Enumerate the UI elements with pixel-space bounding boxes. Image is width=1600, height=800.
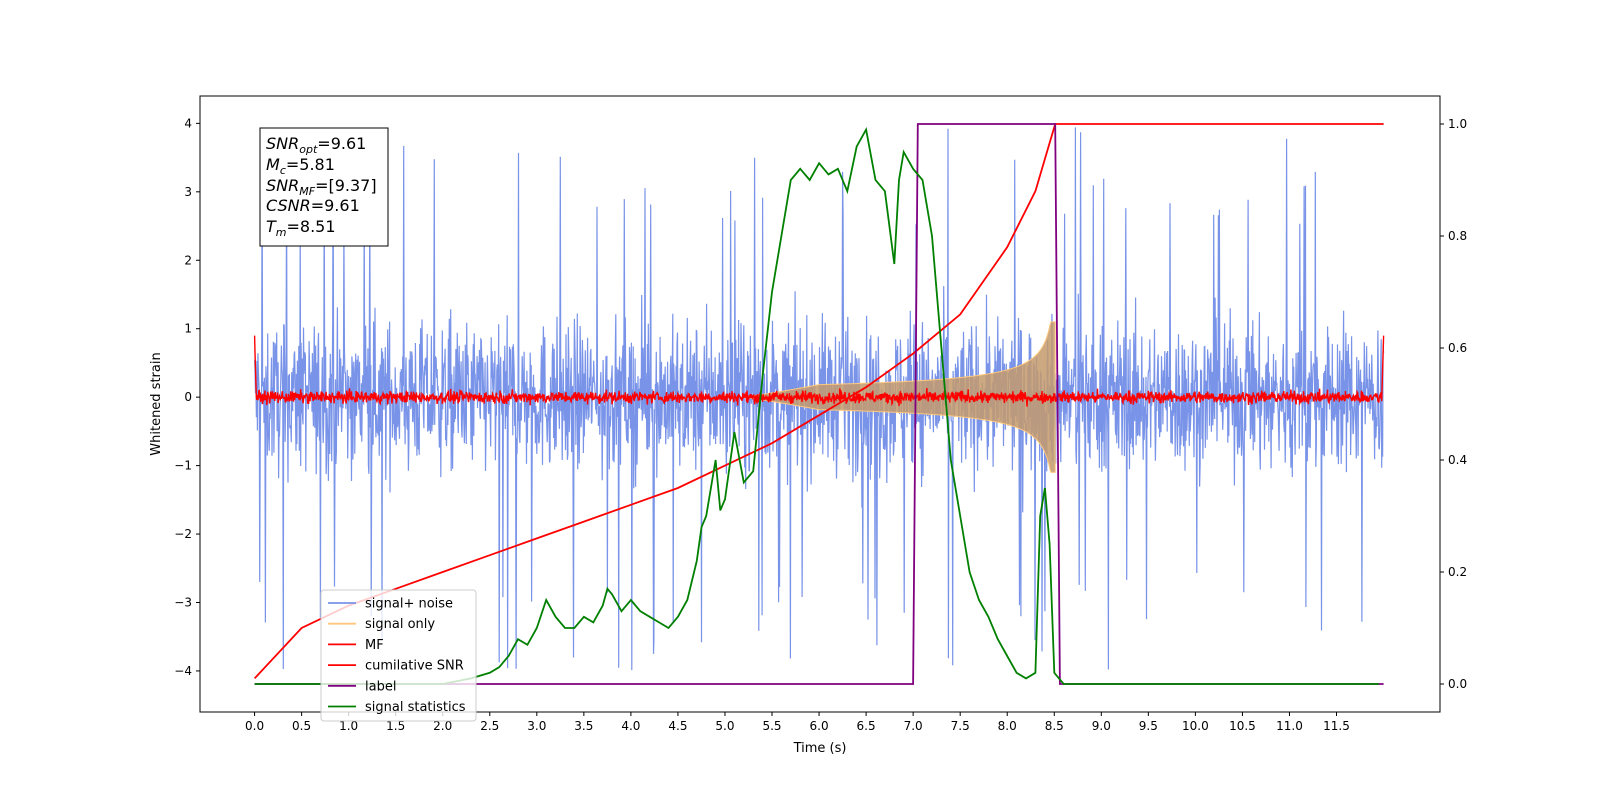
x-tick-label: 9.0 <box>1092 719 1111 733</box>
x-tick-label: 1.0 <box>339 719 358 733</box>
x-tick-label: 6.5 <box>857 719 876 733</box>
y2-tick-label: 0.6 <box>1448 341 1467 355</box>
legend-label: signal only <box>365 617 435 632</box>
x-axis-label: Time (s) <box>793 741 847 756</box>
annotation-tm-value: =8.51 <box>287 217 336 236</box>
x-tick-label: 3.5 <box>574 719 593 733</box>
y-tick-label: −4 <box>174 664 192 678</box>
y-tick-label: −2 <box>174 527 192 541</box>
legend-label: cumilative SNR <box>365 659 464 674</box>
x-tick-label: 10.5 <box>1229 719 1256 733</box>
annotation-mc-label: M <box>266 155 280 174</box>
annotation-snr-opt-label: SNR <box>266 134 299 153</box>
y-tick-label: 1 <box>184 322 192 336</box>
y-tick-label: 0 <box>184 390 192 404</box>
x-tick-label: 11.5 <box>1323 719 1350 733</box>
svg-text:SNRMF=[9.37]: SNRMF=[9.37] <box>266 176 377 198</box>
x-tick-label: 4.5 <box>668 719 687 733</box>
series-signal-statistics-line <box>254 126 1379 685</box>
y-axis-label: Whitened strain <box>149 352 164 455</box>
x-tick-label: 9.5 <box>1139 719 1158 733</box>
annotation-snr-opt-value: =9.61 <box>317 134 366 153</box>
x-tick-label: 0.5 <box>292 719 311 733</box>
annotation-tm-label: T <box>266 217 277 236</box>
y2-tick-label: 0.0 <box>1448 677 1467 691</box>
annotation-snr-mf-sub: MF <box>299 185 315 198</box>
annotation-tm-sub: m <box>276 226 287 239</box>
legend-label: signal+ noise <box>365 597 453 612</box>
x-tick-label: 6.0 <box>810 719 829 733</box>
y-tick-label: −3 <box>174 595 192 609</box>
legend-label: label <box>365 679 396 694</box>
legend-label: signal statistics <box>365 700 466 715</box>
legend-frame <box>320 589 477 722</box>
y2-tick-label: 0.4 <box>1448 453 1467 467</box>
annotation-mc-sub: c <box>280 164 286 177</box>
x-tick-label: 11.0 <box>1276 719 1303 733</box>
x-tick-label: 7.0 <box>904 719 923 733</box>
x-tick-label: 8.0 <box>998 719 1017 733</box>
y2-tick-label: 0.8 <box>1448 229 1467 243</box>
x-tick-label: 3.0 <box>527 719 546 733</box>
y2-tick-label: 0.2 <box>1448 565 1467 579</box>
y-tick-label: −1 <box>174 459 192 473</box>
annotation-box: SNRopt=9.61 Mc=5.81 SNRMF=[9.37] CSNR=9.… <box>259 127 389 247</box>
svg-text:CSNR=9.61: CSNR=9.61 <box>266 196 360 215</box>
x-tick-label: 2.0 <box>433 719 452 733</box>
svg-text:Tm=8.51: Tm=8.51 <box>266 217 336 239</box>
x-tick-label: 5.0 <box>715 719 734 733</box>
y-tick-label: 4 <box>184 116 192 130</box>
legend-label: MF <box>365 638 384 653</box>
series-cumilative-snr-line <box>253 123 1384 680</box>
annotation-snr-mf-value: =[9.37] <box>315 176 377 195</box>
svg-text:SNRopt=9.61: SNRopt=9.61 <box>266 134 366 156</box>
annotation-csnr-value: =9.61 <box>311 196 360 215</box>
x-tick-label: 4.0 <box>621 719 640 733</box>
series-mf-line <box>253 335 1385 407</box>
x-tick-label: 7.5 <box>951 719 970 733</box>
svg-text:Mc=5.81: Mc=5.81 <box>266 155 335 177</box>
annotation-mc-value: =5.81 <box>286 155 335 174</box>
y-tick-label: 2 <box>184 253 192 267</box>
x-tick-label: 8.5 <box>1045 719 1064 733</box>
y-tick-label: 3 <box>184 185 192 199</box>
x-tick-label: 5.5 <box>762 719 781 733</box>
annotation-snr-opt-sub: opt <box>299 143 318 156</box>
x-tick-label: 2.5 <box>480 719 499 733</box>
annotation-csnr-label: CSNR <box>266 196 311 215</box>
x-tick-label: 1.5 <box>386 719 405 733</box>
legend: signal+ noise signal only MF cumilative SNR… <box>320 589 477 722</box>
annotation-snr-mf-label: SNR <box>266 176 299 195</box>
x-tick-label: 0.0 <box>245 719 264 733</box>
plot-frame <box>199 95 1441 713</box>
y2-tick-label: 1.0 <box>1448 117 1467 131</box>
x-tick-label: 10.0 <box>1182 719 1209 733</box>
